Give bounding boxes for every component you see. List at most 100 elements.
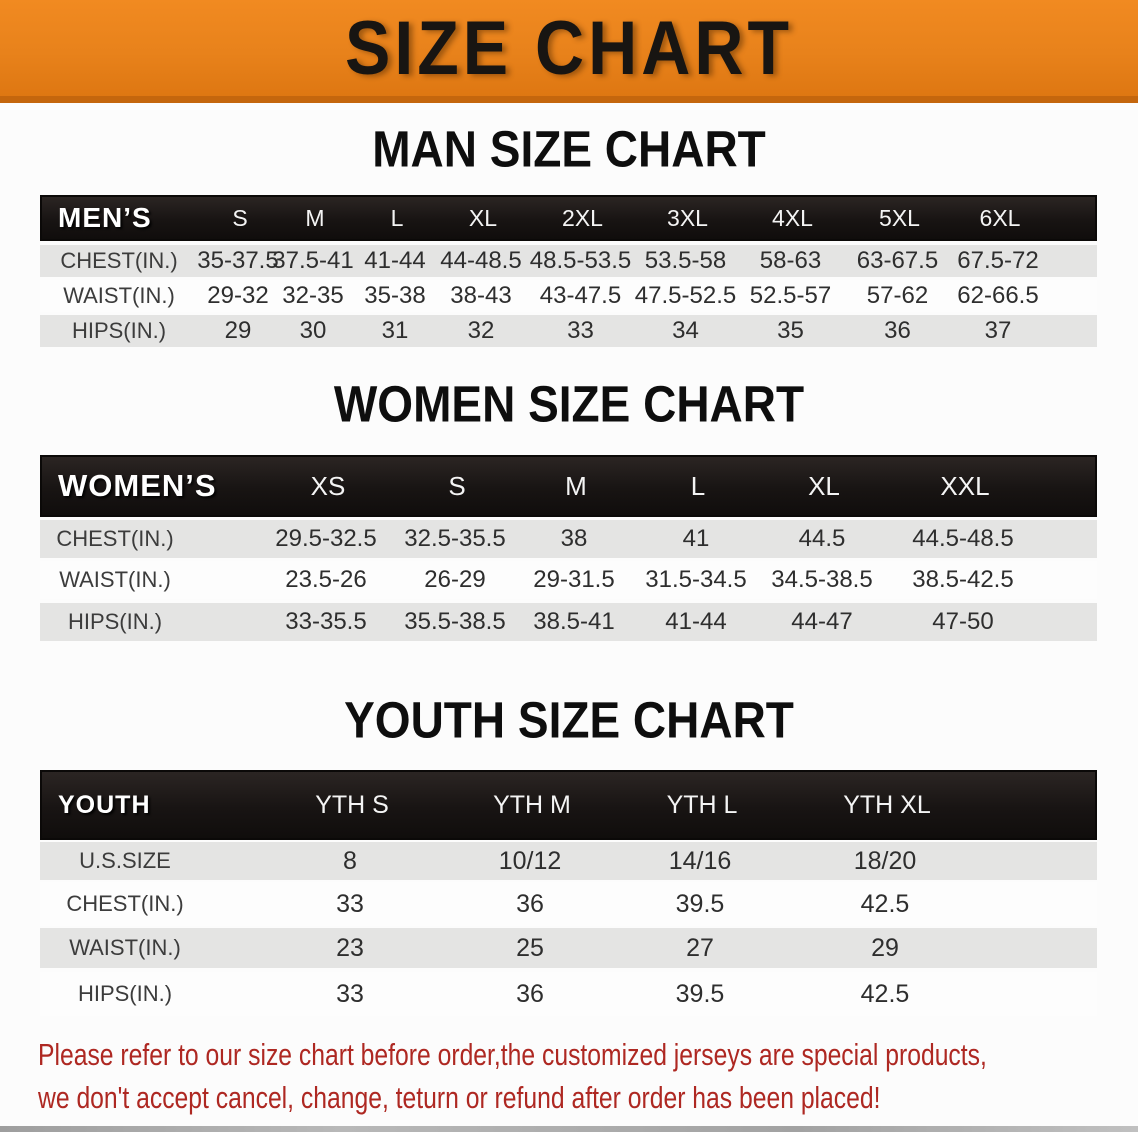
column-header: YTH L xyxy=(666,790,738,819)
youth-table-header-row: YOUTH YTH S YTH M YTH L YTH XL xyxy=(40,770,1097,840)
size-cell: 36 xyxy=(516,979,544,1008)
size-cell: 32-35 xyxy=(282,282,344,309)
corner-label: WOMEN’S xyxy=(58,468,217,503)
column-header: S xyxy=(448,470,466,501)
size-cell: 44-47 xyxy=(791,608,853,635)
row-label: WAIST(IN.) xyxy=(69,935,181,960)
size-cell: 41-44 xyxy=(665,608,727,635)
size-cell: 38 xyxy=(560,525,588,552)
size-cell: 27 xyxy=(686,933,714,962)
row-label: HIPS(IN.) xyxy=(77,981,173,1006)
size-cell: 44.5 xyxy=(798,525,846,552)
table-row: U.S.SIZE 8 10/12 14/16 18/20 xyxy=(40,842,1097,880)
size-cell: 29.5-32.5 xyxy=(275,525,377,552)
size-cell: 35.5-38.5 xyxy=(404,608,506,635)
banner-title: SIZE CHART xyxy=(345,5,793,91)
size-cell: 34.5-38.5 xyxy=(771,566,873,593)
column-header: 3XL xyxy=(667,204,708,231)
column-header: 6XL xyxy=(979,204,1021,231)
size-cell: 35 xyxy=(777,317,804,344)
column-header: YTH S xyxy=(315,790,389,819)
womens-size-table: WOMEN’S XS S M L XL XXL CHEST(IN.) 29.5-… xyxy=(40,455,1097,641)
corner-label: MEN’S xyxy=(58,202,152,233)
row-label: HIPS(IN.) xyxy=(71,318,167,343)
column-header: YTH XL xyxy=(843,790,931,819)
column-header: 4XL xyxy=(772,204,813,231)
size-cell: 47-50 xyxy=(932,608,994,635)
size-cell: 39.5 xyxy=(675,979,725,1008)
size-cell: 23.5-26 xyxy=(285,566,367,593)
row-label: CHEST(IN.) xyxy=(60,248,178,273)
heading-text: WOMEN SIZE CHART xyxy=(333,375,805,433)
size-cell: 32 xyxy=(467,317,495,344)
table-row: CHEST(IN.) 35-37.5 37.5-41 41-44 44-48.5… xyxy=(40,245,1097,277)
size-cell: 42.5 xyxy=(860,979,910,1008)
row-label: CHEST(IN.) xyxy=(66,891,184,916)
size-cell: 39.5 xyxy=(675,889,725,918)
column-header: XL xyxy=(468,204,498,231)
size-cell: 38.5-41 xyxy=(533,608,615,635)
size-cell: 36 xyxy=(516,889,544,918)
size-cell: 47.5-52.5 xyxy=(634,282,737,309)
size-cell: 29 xyxy=(224,317,252,344)
table-row: WAIST(IN.) 23 25 27 29 xyxy=(40,928,1097,968)
size-cell: 35-37.5 xyxy=(197,247,279,274)
size-cell: 41-44 xyxy=(364,247,426,274)
table-row: CHEST(IN.) 29.5-32.5 32.5-35.5 38 41 44.… xyxy=(40,520,1097,558)
size-cell: 48.5-53.5 xyxy=(529,247,632,274)
size-cell: 31 xyxy=(381,317,409,344)
size-cell: 36 xyxy=(884,317,911,344)
row-label: HIPS(IN.) xyxy=(67,609,163,634)
youth-size-table: YOUTH YTH S YTH M YTH L YTH XL U.S.SIZE … xyxy=(40,770,1097,1016)
column-header: XS xyxy=(310,470,346,501)
corner-label: YOUTH xyxy=(58,790,151,819)
size-cell: 44-48.5 xyxy=(440,247,522,274)
table-row: HIPS(IN.) 33-35.5 35.5-38.5 38.5-41 41-4… xyxy=(40,603,1097,641)
size-cell: 25 xyxy=(516,933,544,962)
table-row: HIPS(IN.) 33 36 39.5 42.5 xyxy=(40,972,1097,1016)
youth-size-chart-heading: YOUTH SIZE CHART xyxy=(0,691,1138,749)
size-cell: 53.5-58 xyxy=(644,247,727,274)
size-cell: 8 xyxy=(343,846,357,875)
column-header: L xyxy=(390,204,404,231)
column-header: S xyxy=(232,204,248,231)
size-cell: 58-63 xyxy=(759,247,822,274)
size-cell: 30 xyxy=(299,317,327,344)
womens-table-header-row: WOMEN’S XS S M L XL XXL xyxy=(40,455,1097,517)
size-cell: 33 xyxy=(336,979,364,1008)
size-cell: 33-35.5 xyxy=(285,608,367,635)
column-header: XXL xyxy=(940,470,990,501)
disclaimer-line-2: we don't accept cancel, change, teturn o… xyxy=(38,1081,881,1115)
size-cell: 42.5 xyxy=(860,889,910,918)
column-header: XL xyxy=(808,470,840,501)
bottom-edge-strip xyxy=(0,1126,1138,1132)
heading-text: MAN SIZE CHART xyxy=(372,120,766,178)
row-label: CHEST(IN.) xyxy=(56,526,174,551)
mens-size-table: MEN’S S M L XL 2XL 3XL 4XL 5XL 6XL CHEST… xyxy=(40,195,1097,347)
size-cell: 38-43 xyxy=(450,282,512,309)
table-row: HIPS(IN.) 29 30 31 32 33 34 35 36 37 xyxy=(40,315,1097,347)
size-cell: 52.5-57 xyxy=(749,282,832,309)
size-cell: 26-29 xyxy=(424,566,486,593)
table-row: CHEST(IN.) 33 36 39.5 42.5 xyxy=(40,882,1097,926)
size-cell: 62-66.5 xyxy=(957,282,1039,309)
size-cell: 33 xyxy=(567,317,594,344)
heading-text: YOUTH SIZE CHART xyxy=(344,691,794,749)
size-cell: 34 xyxy=(672,317,699,344)
size-cell: 37 xyxy=(984,317,1012,344)
size-cell: 31.5-34.5 xyxy=(645,566,747,593)
column-header: L xyxy=(690,470,706,501)
size-cell: 44.5-48.5 xyxy=(912,525,1014,552)
size-cell: 63-67.5 xyxy=(856,247,939,274)
column-header: M xyxy=(305,204,325,231)
size-cell: 29 xyxy=(871,933,899,962)
column-header: YTH M xyxy=(493,790,571,819)
man-size-chart-heading: MAN SIZE CHART xyxy=(0,120,1138,178)
row-label: WAIST(IN.) xyxy=(63,283,175,308)
table-row: WAIST(IN.) 29-32 32-35 35-38 38-43 43-47… xyxy=(40,280,1097,312)
size-cell: 33 xyxy=(336,889,364,918)
women-size-chart-heading: WOMEN SIZE CHART xyxy=(0,375,1138,433)
size-cell: 41 xyxy=(682,525,710,552)
disclaimer-line-1: Please refer to our size chart before or… xyxy=(38,1038,987,1072)
column-header: 5XL xyxy=(879,204,920,231)
